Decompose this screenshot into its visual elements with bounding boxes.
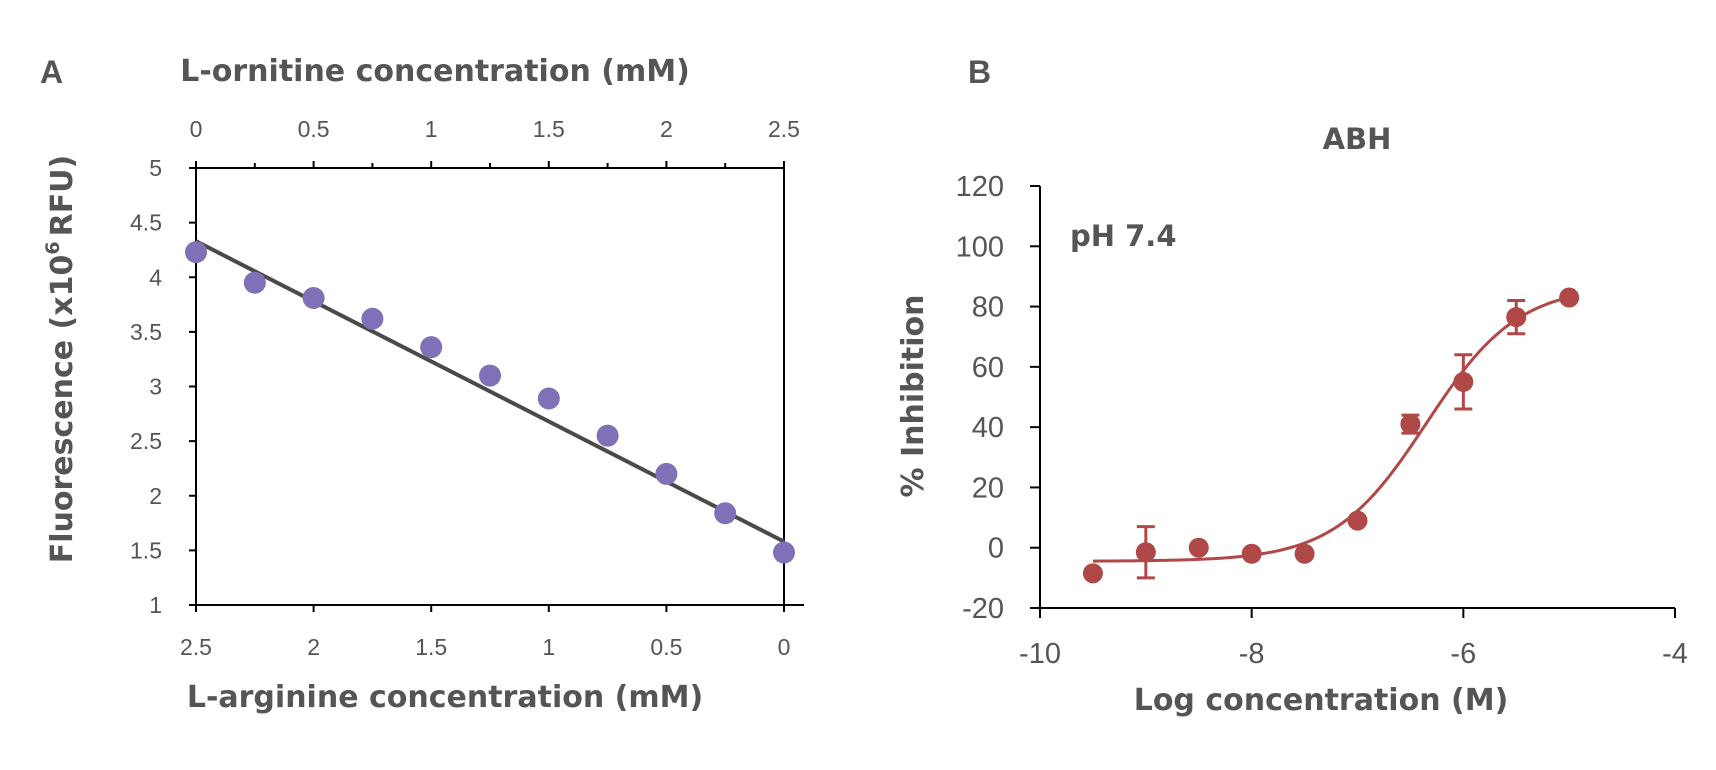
panel-a-y-axis-title: Fluorescence (x106 RFU): [42, 155, 80, 564]
panel-b-data-point: [1559, 287, 1580, 308]
panel-b-y-tick-label: 60: [972, 352, 1004, 384]
panel-a-y-title-main: Fluorescence (x10: [45, 255, 80, 564]
panel-a-points: [185, 241, 795, 564]
panel-a-top-tick-label: 0: [190, 116, 203, 142]
panel-b-data-point: [1294, 543, 1315, 564]
panel-b-ticks: -10 -8 -6 -4 -20 0 20 40 60 80 100 120: [956, 171, 1688, 670]
panel-a-y-tick-label: 1.5: [130, 537, 162, 563]
panel-a-data-point: [655, 462, 678, 485]
panel-b-title: ABH: [1323, 122, 1392, 156]
panel-b: B ABH pH 7.4 Log concentration (M) % Inh…: [896, 54, 1688, 718]
panel-b-y-tick-label: 0: [988, 533, 1004, 565]
panel-a-data-point: [185, 241, 207, 264]
panel-b-y-tick-label: 80: [972, 292, 1004, 324]
panel-a-data-point: [773, 541, 795, 564]
panel-a-bottom-tick-label: 0.5: [650, 634, 682, 660]
panel-a-data-point: [302, 287, 325, 310]
panel-a-ticks: 0 0.5 1 1.5 2 2.5 2.5 2 1.5 1 0.5 0 1 1.5 2 2.5 3 3.5 4 4.5…: [130, 116, 800, 660]
panel-a-data-point: [420, 336, 443, 359]
panel-b-data-point: [1506, 307, 1527, 328]
panel-b-data-point: [1453, 371, 1474, 392]
panel-b-y-tick-label: 100: [956, 231, 1004, 263]
panel-b-x-tick-label: -8: [1239, 638, 1265, 670]
panel-a-data-point: [361, 307, 384, 330]
panel-a-top-tick-label: 1: [425, 116, 438, 142]
panel-b-data-point: [1347, 510, 1368, 531]
panel-b-points: [1082, 287, 1580, 584]
panel-a-data-point: [537, 387, 560, 410]
panel-a-bottom-tick-label: 1: [542, 634, 555, 660]
panel-a-y-tick-label: 2: [149, 483, 162, 509]
panel-b-annotation: pH 7.4: [1070, 219, 1177, 253]
panel-a-data-point: [479, 364, 501, 387]
panel-a: A L-ornitine concentration (mM) L-argini…: [40, 54, 804, 715]
panel-a-data-point: [596, 424, 619, 447]
panel-b-x-tick-label: -10: [1019, 638, 1061, 670]
panel-a-bottom-tick-label: 2: [307, 634, 320, 660]
panel-b-x-axis-title: Log concentration (M): [1134, 683, 1509, 718]
panel-b-letter: B: [968, 54, 991, 90]
panel-b-y-axis-title: % Inhibition: [896, 294, 931, 497]
panel-b-data-point: [1082, 563, 1103, 584]
panel-a-y-tick-label: 2.5: [130, 428, 162, 454]
panel-a-y-tick-label: 3: [149, 374, 162, 400]
panel-a-top-tick-label: 2: [660, 116, 673, 142]
panel-a-top-axis-title: L-ornitine concentration (mM): [180, 54, 690, 89]
panel-a-y-tick-label: 4: [149, 264, 162, 290]
panel-a-y-title-end: RFU): [45, 155, 80, 237]
panel-b-x-tick-label: -6: [1450, 638, 1476, 670]
panel-a-y-title-sup: 6: [42, 241, 64, 254]
panel-a-data-point: [243, 271, 266, 294]
panel-a-letter: A: [40, 54, 63, 90]
panel-b-data-point: [1188, 537, 1209, 558]
panel-a-y-tick-label: 4.5: [130, 210, 162, 236]
panel-b-x-tick-label: -4: [1662, 638, 1688, 670]
panel-a-y-tick-label: 5: [149, 155, 162, 181]
panel-a-top-tick-label: 2.5: [768, 116, 800, 142]
panel-b-y-tick-label: -20: [962, 593, 1004, 625]
panel-b-data-point: [1135, 542, 1156, 563]
panel-b-data-point: [1400, 414, 1421, 435]
panel-a-bottom-axis-title: L-arginine concentration (mM): [187, 680, 703, 715]
panel-a-y-tick-label: 3.5: [130, 319, 162, 345]
panel-a-top-tick-label: 0.5: [298, 116, 330, 142]
panel-a-bottom-tick-label: 0: [778, 634, 791, 660]
panel-b-data-point: [1241, 543, 1262, 564]
panel-a-fit-line: [195, 239, 785, 544]
panel-a-bottom-tick-label: 1.5: [415, 634, 447, 660]
panel-a-top-tick-label: 1.5: [533, 116, 565, 142]
panel-a-y-tick-label: 1: [149, 592, 162, 618]
panel-a-data-point: [714, 502, 737, 525]
panel-b-y-tick-label: 120: [956, 171, 1004, 203]
panel-b-y-tick-label: 20: [972, 472, 1004, 504]
panel-b-fit-curve: [1092, 295, 1570, 563]
panel-a-bottom-tick-label: 2.5: [180, 634, 212, 660]
panel-b-y-tick-label: 40: [972, 412, 1004, 444]
